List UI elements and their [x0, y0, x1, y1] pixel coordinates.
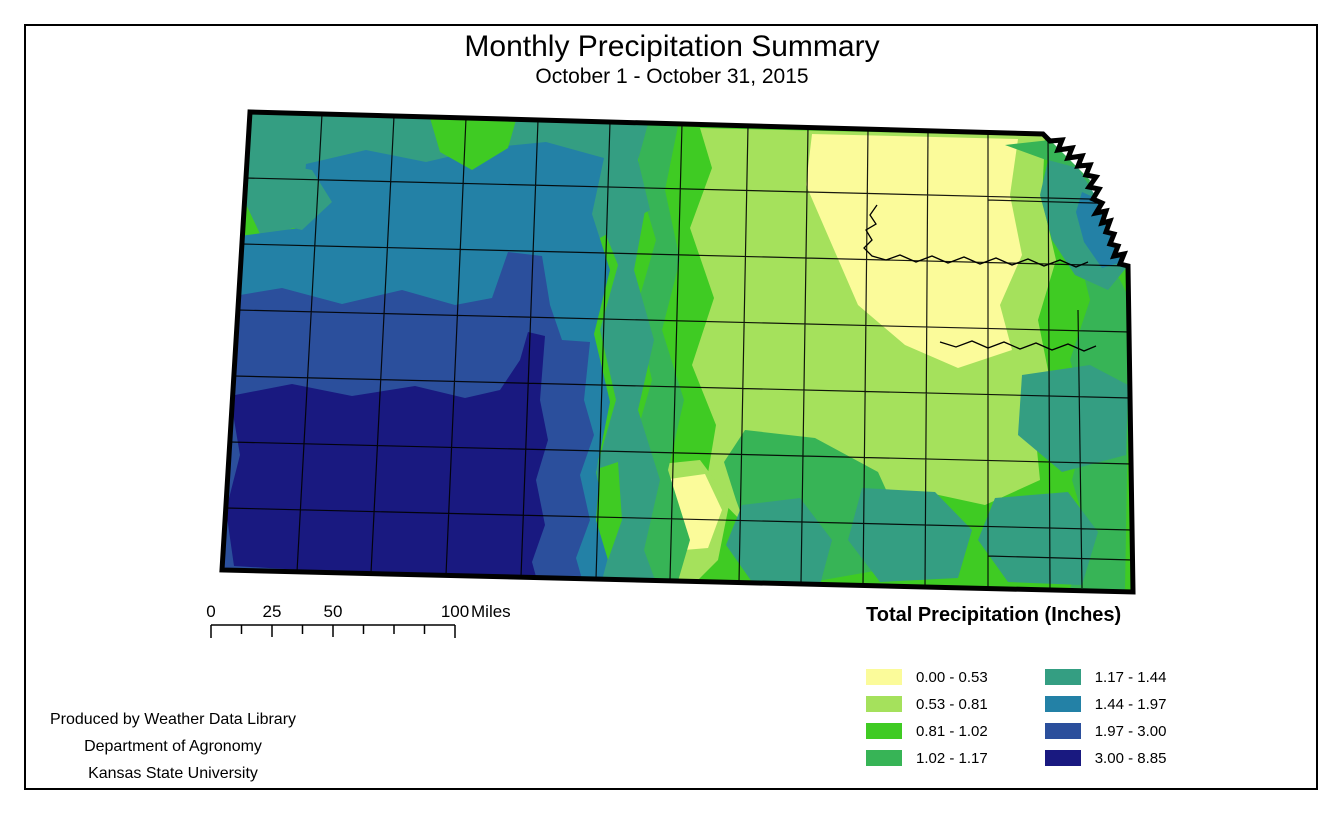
legend-item-label: 1.17 - 1.44	[1094, 668, 1167, 686]
county-boundaries	[225, 113, 1133, 590]
scale-bar: 0 25 50 100 Miles	[206, 602, 511, 638]
precip-region-117-144-south-c	[726, 498, 832, 585]
credit-line-3: Kansas State University	[88, 765, 258, 782]
legend-item-label: 1.02 - 1.17	[916, 749, 988, 767]
scale-label-25: 25	[263, 602, 282, 621]
legend-title: Total Precipitation (Inches)	[866, 604, 1122, 626]
map-legend: Total Precipitation (Inches) 0.00 - 0.53…	[866, 604, 1266, 767]
legend-item: 1.17 - 1.44	[1044, 668, 1167, 686]
legend-item: 3.00 - 8.85	[1044, 749, 1167, 767]
kansas-state-outline	[219, 109, 1136, 595]
legend-item-label: 0.81 - 1.02	[916, 722, 988, 740]
credits-block: Produced by Weather Data Library Departm…	[28, 706, 318, 787]
precip-region-117-144-se-a	[1018, 365, 1128, 472]
scale-label-100: 100	[441, 602, 469, 621]
legend-item: 1.44 - 1.97	[1044, 695, 1167, 713]
legend-item: 0.00 - 0.53	[866, 668, 988, 686]
legend-swatch-icon	[866, 750, 902, 766]
legend-column-2: 1.17 - 1.44 1.44 - 1.97 1.97 - 3.00 3.00…	[1044, 668, 1167, 767]
legend-item-label: 3.00 - 8.85	[1094, 749, 1167, 767]
legend-item-label: 0.53 - 0.81	[916, 695, 988, 713]
legend-swatch-icon	[866, 723, 902, 739]
legend-swatch-icon	[1044, 669, 1081, 685]
legend-item-label: 0.00 - 0.53	[916, 668, 988, 686]
legend-swatch-icon	[1044, 696, 1081, 712]
legend-item: 0.53 - 0.81	[866, 695, 988, 713]
scale-label-0: 0	[206, 602, 215, 621]
scale-label-50: 50	[324, 602, 343, 621]
title-block: Monthly Precipitation Summary October 1 …	[24, 30, 1320, 90]
legend-swatch-icon	[866, 669, 902, 685]
legend-item: 0.81 - 1.02	[866, 722, 988, 740]
map-subtitle: October 1 - October 31, 2015	[535, 65, 809, 88]
precipitation-layers	[222, 112, 1133, 592]
legend-item: 1.97 - 3.00	[1044, 722, 1167, 740]
scale-bar-line	[210, 624, 456, 638]
precip-region-144-197-ne-river	[1076, 192, 1122, 268]
legend-swatch-icon	[866, 696, 902, 712]
legend-column-1: 0.00 - 0.53 0.53 - 0.81 0.81 - 1.02 1.02…	[866, 668, 988, 767]
precip-accent-green-mid	[596, 462, 622, 560]
legend-swatch-icon	[1044, 723, 1081, 739]
legend-item-label: 1.97 - 3.00	[1094, 722, 1167, 740]
precip-accent-teal-nw	[258, 160, 332, 230]
legend-item: 1.02 - 1.17	[866, 749, 988, 767]
precip-region-000-053-north	[806, 134, 1022, 368]
legend-item-label: 1.44 - 1.97	[1094, 695, 1167, 713]
legend-swatch-icon	[1044, 750, 1081, 766]
river-line-kansas	[939, 340, 1097, 352]
legend-columns: 0.00 - 0.53 0.53 - 0.81 0.81 - 1.02 1.02…	[866, 668, 1266, 767]
scale-unit-label: Miles	[471, 602, 511, 621]
precip-region-117-144-south-d	[848, 488, 972, 582]
precip-accent-green-top	[430, 115, 516, 170]
credit-line-2: Department of Agronomy	[84, 738, 262, 755]
credit-line-1: Produced by Weather Data Library	[49, 711, 297, 728]
map-title: Monthly Precipitation Summary	[464, 30, 880, 63]
precip-region-117-144-se-b	[978, 492, 1098, 585]
